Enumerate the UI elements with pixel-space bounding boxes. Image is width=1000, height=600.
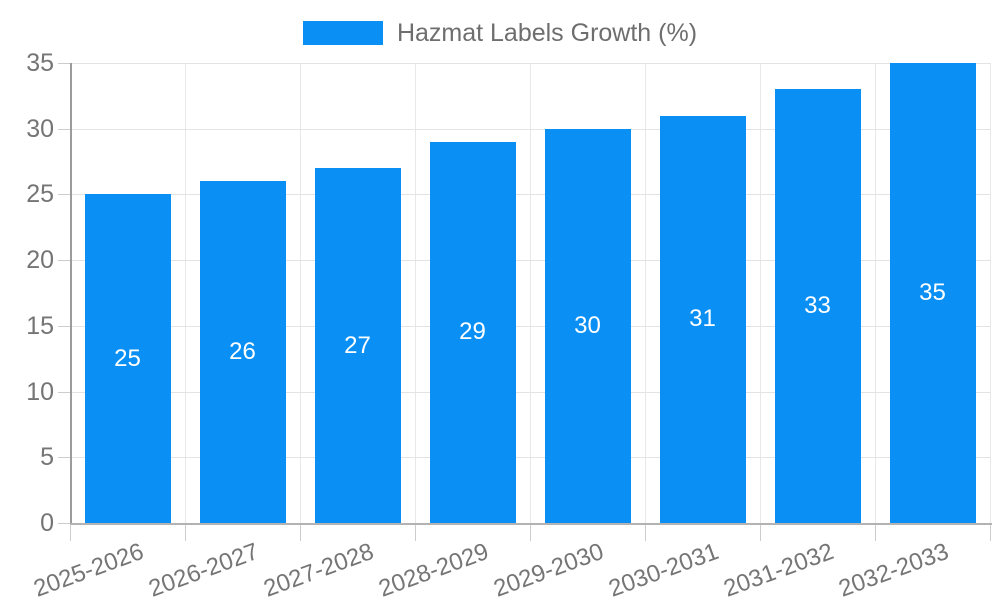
vertical-gridline (645, 63, 646, 523)
horizontal-gridline (70, 194, 990, 196)
bar[interactable]: 30 (544, 128, 631, 523)
y-axis-tick (58, 457, 70, 459)
bar-value-label: 29 (459, 318, 486, 346)
bar[interactable]: 31 (659, 115, 746, 523)
bar[interactable]: 26 (199, 181, 286, 523)
y-axis-label: 35 (26, 49, 54, 77)
y-axis-label: 5 (40, 443, 54, 472)
horizontal-gridline (70, 128, 990, 130)
y-axis-tick (58, 325, 70, 327)
y-axis-label: 20 (26, 246, 54, 275)
legend-label: Hazmat Labels Growth (%) (396, 19, 698, 47)
vertical-gridline (760, 63, 761, 523)
bar-value-label: 25 (114, 344, 141, 372)
y-axis-tick (58, 523, 70, 524)
bar[interactable]: 35 (889, 63, 976, 523)
y-axis-tick (58, 391, 70, 393)
bar[interactable]: 25 (84, 194, 171, 523)
bar[interactable]: 33 (774, 89, 861, 523)
bar-value-label: 35 (919, 279, 946, 306)
bar-value-label: 27 (344, 331, 371, 359)
horizontal-gridline (70, 391, 990, 393)
y-axis-line (70, 63, 72, 523)
horizontal-gridline (70, 63, 990, 64)
y-axis-tick (58, 260, 70, 262)
y-axis-tick (58, 194, 70, 196)
x-axis-line (70, 523, 992, 525)
legend-color-swatch (302, 21, 383, 45)
vertical-gridline (875, 63, 876, 523)
vertical-gridline (300, 63, 301, 523)
x-axis-tick (415, 525, 416, 541)
vertical-gridline (530, 63, 531, 523)
y-axis-label: 30 (26, 114, 54, 143)
y-axis-label: 10 (26, 377, 54, 406)
bar-value-label: 26 (229, 338, 256, 366)
x-axis-tick (875, 525, 876, 541)
horizontal-gridline (70, 457, 990, 459)
y-axis-label: 25 (26, 180, 54, 209)
bar-value-label: 30 (574, 311, 601, 339)
y-axis-label: 0 (40, 509, 54, 537)
x-axis-tick (990, 525, 991, 541)
bar-value-label: 31 (689, 305, 716, 333)
horizontal-gridline (70, 325, 990, 327)
x-axis-tick (760, 525, 761, 541)
y-axis-tick (58, 128, 70, 130)
x-axis-tick (645, 525, 646, 541)
y-axis-label: 15 (26, 311, 54, 340)
y-axis-tick (58, 63, 70, 64)
vertical-gridline (185, 63, 186, 523)
x-axis-tick (300, 525, 301, 541)
legend-item[interactable]: Hazmat Labels Growth (%) (0, 18, 1000, 48)
x-axis-tick (70, 525, 71, 541)
x-axis-tick (530, 525, 531, 541)
vertical-gridline (990, 63, 991, 523)
bar[interactable]: 29 (429, 141, 516, 523)
x-axis-tick (185, 525, 186, 541)
bar-value-label: 33 (804, 292, 831, 320)
horizontal-gridline (70, 260, 990, 262)
vertical-gridline (415, 63, 416, 523)
bar[interactable]: 27 (314, 168, 401, 523)
